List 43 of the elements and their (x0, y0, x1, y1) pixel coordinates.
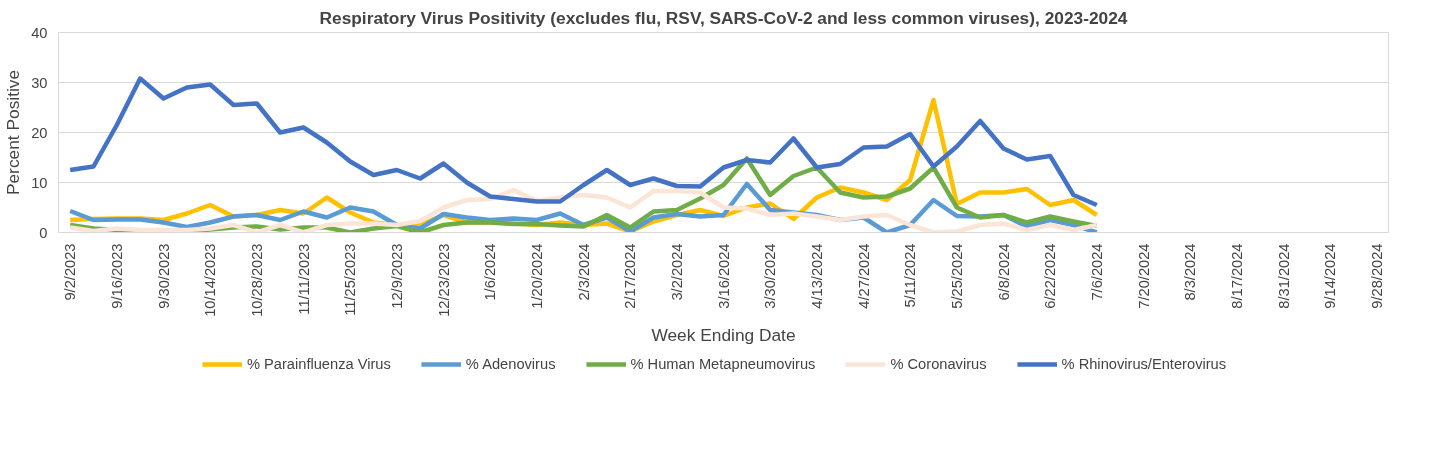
x-tick-label: 10/28/2023 (248, 243, 265, 317)
chart-title: Respiratory Virus Positivity (excludes flu, RSV, SARS-CoV-2 and less common viruses), 2023-2024 (319, 7, 1128, 28)
x-tick-label: 8/3/2024 (1182, 243, 1199, 301)
x-tick-label: 5/11/2024 (902, 243, 919, 308)
x-tick-label: 1/6/2024 (482, 243, 499, 301)
x-tick-label: 6/22/2024 (1042, 243, 1059, 309)
x-tick-label: 9/16/2023 (108, 243, 125, 309)
x-axis-title: Week Ending Date (651, 324, 796, 345)
x-tick-label: 7/6/2024 (1088, 243, 1105, 301)
x-tick-label: 12/23/2023 (435, 243, 452, 317)
legend-label: % Human Metapneumovirus (630, 356, 816, 372)
x-tick-label: 10/14/2023 (202, 243, 219, 317)
y-tick-label: 10 (31, 174, 48, 191)
x-tick-label: 12/9/2023 (388, 243, 405, 309)
x-tick-label: 6/8/2024 (995, 243, 1012, 301)
x-tick-label: 2/3/2024 (575, 243, 592, 301)
x-tick-label: 1/20/2024 (528, 243, 545, 309)
line-series (67, 76, 1100, 208)
legend-label: % Parainfluenza Virus (246, 356, 391, 372)
x-tick-label: 5/25/2024 (948, 243, 965, 309)
y-tick-label: 0 (39, 224, 48, 241)
x-tick-label: 3/30/2024 (762, 243, 779, 309)
x-tick-label: 4/27/2024 (855, 243, 872, 309)
x-tick-label: 3/2/2024 (668, 243, 685, 301)
x-tick-label: 9/14/2024 (1322, 243, 1339, 309)
x-tick-label: 9/2/2023 (62, 243, 79, 301)
y-tick-label: 40 (31, 24, 48, 41)
legend-label: % Coronavirus (890, 356, 987, 372)
y-axis-title: Percent Positive (3, 69, 24, 196)
x-tick-label: 9/28/2024 (1368, 243, 1385, 309)
x-tick-label: 8/31/2024 (1275, 243, 1292, 309)
x-tick-label: 3/16/2024 (715, 243, 732, 309)
x-tick-label: 7/20/2024 (1135, 243, 1152, 309)
legend-label: % Adenovirus (465, 356, 556, 372)
x-tick-label: 9/30/2023 (155, 243, 172, 309)
y-tick-label: 20 (31, 124, 48, 141)
y-tick-label: 30 (31, 74, 48, 91)
x-tick-label: 2/17/2024 (622, 243, 639, 309)
x-tick-label: 11/11/2023 (295, 243, 312, 315)
x-tick-label: 8/17/2024 (1228, 243, 1245, 309)
legend-label: % Rhinovirus/Enterovirus (1061, 356, 1227, 372)
x-tick-label: 11/25/2023 (342, 243, 359, 316)
x-tick-label: 4/13/2024 (808, 243, 825, 309)
